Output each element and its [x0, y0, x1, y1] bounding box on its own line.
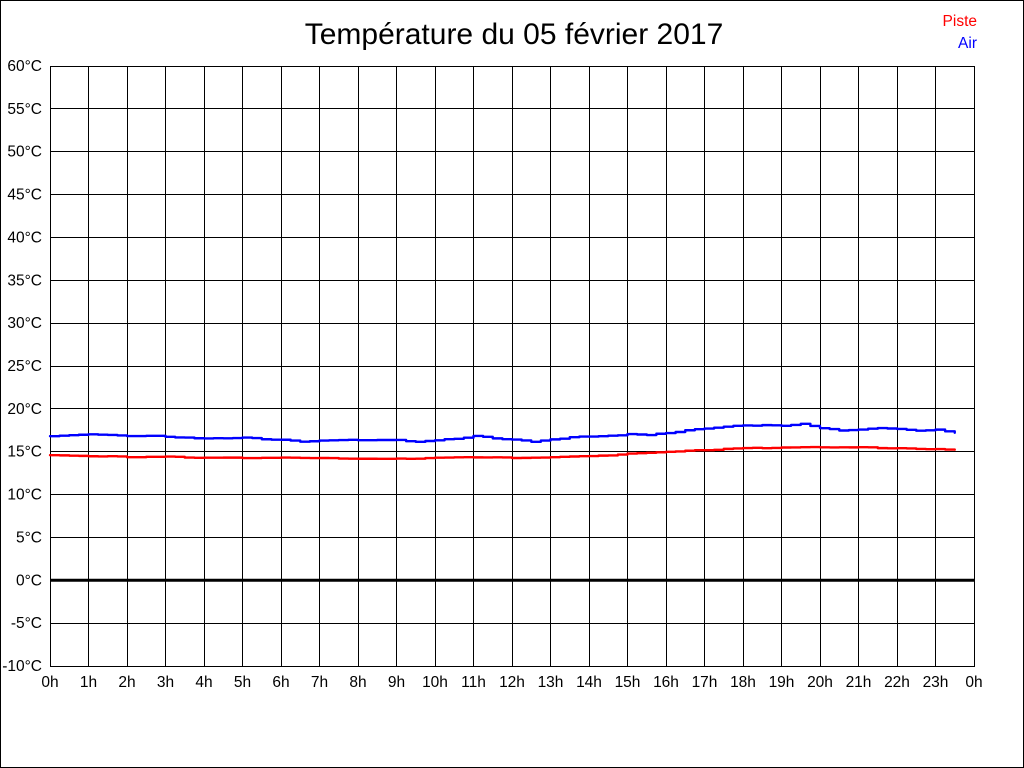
svg-text:10°C: 10°C: [7, 487, 42, 504]
svg-text:5h: 5h: [234, 674, 251, 691]
svg-text:30°C: 30°C: [7, 315, 42, 332]
svg-text:0h: 0h: [41, 674, 58, 691]
svg-text:-5°C: -5°C: [11, 615, 42, 632]
svg-text:14h: 14h: [576, 674, 602, 691]
svg-text:20h: 20h: [807, 674, 833, 691]
svg-text:12h: 12h: [499, 674, 525, 691]
svg-text:22h: 22h: [884, 674, 910, 691]
svg-text:50°C: 50°C: [7, 144, 42, 161]
svg-text:1h: 1h: [80, 674, 97, 691]
svg-text:-10°C: -10°C: [2, 658, 42, 675]
svg-text:5°C: 5°C: [16, 529, 42, 546]
svg-text:Piste: Piste: [943, 13, 977, 30]
svg-text:23h: 23h: [923, 674, 949, 691]
svg-text:25°C: 25°C: [7, 358, 42, 375]
svg-text:3h: 3h: [157, 674, 174, 691]
svg-text:Air: Air: [958, 35, 977, 52]
svg-text:13h: 13h: [538, 674, 564, 691]
svg-text:18h: 18h: [730, 674, 756, 691]
svg-text:40°C: 40°C: [7, 229, 42, 246]
svg-text:16h: 16h: [653, 674, 679, 691]
svg-text:45°C: 45°C: [7, 187, 42, 204]
svg-text:2h: 2h: [118, 674, 135, 691]
svg-text:Température du 05 février 2017: Température du 05 février 2017: [305, 18, 724, 51]
svg-text:7h: 7h: [311, 674, 328, 691]
svg-text:35°C: 35°C: [7, 272, 42, 289]
svg-text:19h: 19h: [769, 674, 795, 691]
svg-text:15h: 15h: [615, 674, 641, 691]
svg-text:11h: 11h: [461, 674, 486, 691]
svg-text:17h: 17h: [692, 674, 718, 691]
svg-text:9h: 9h: [388, 674, 405, 691]
svg-text:0°C: 0°C: [16, 572, 42, 589]
svg-text:4h: 4h: [195, 674, 212, 691]
svg-text:21h: 21h: [846, 674, 872, 691]
svg-text:55°C: 55°C: [7, 101, 42, 118]
svg-text:6h: 6h: [272, 674, 289, 691]
svg-text:60°C: 60°C: [7, 58, 42, 75]
svg-text:20°C: 20°C: [7, 401, 42, 418]
svg-text:15°C: 15°C: [7, 444, 42, 461]
svg-text:0h: 0h: [965, 674, 982, 691]
svg-text:8h: 8h: [349, 674, 366, 691]
svg-text:10h: 10h: [422, 674, 448, 691]
